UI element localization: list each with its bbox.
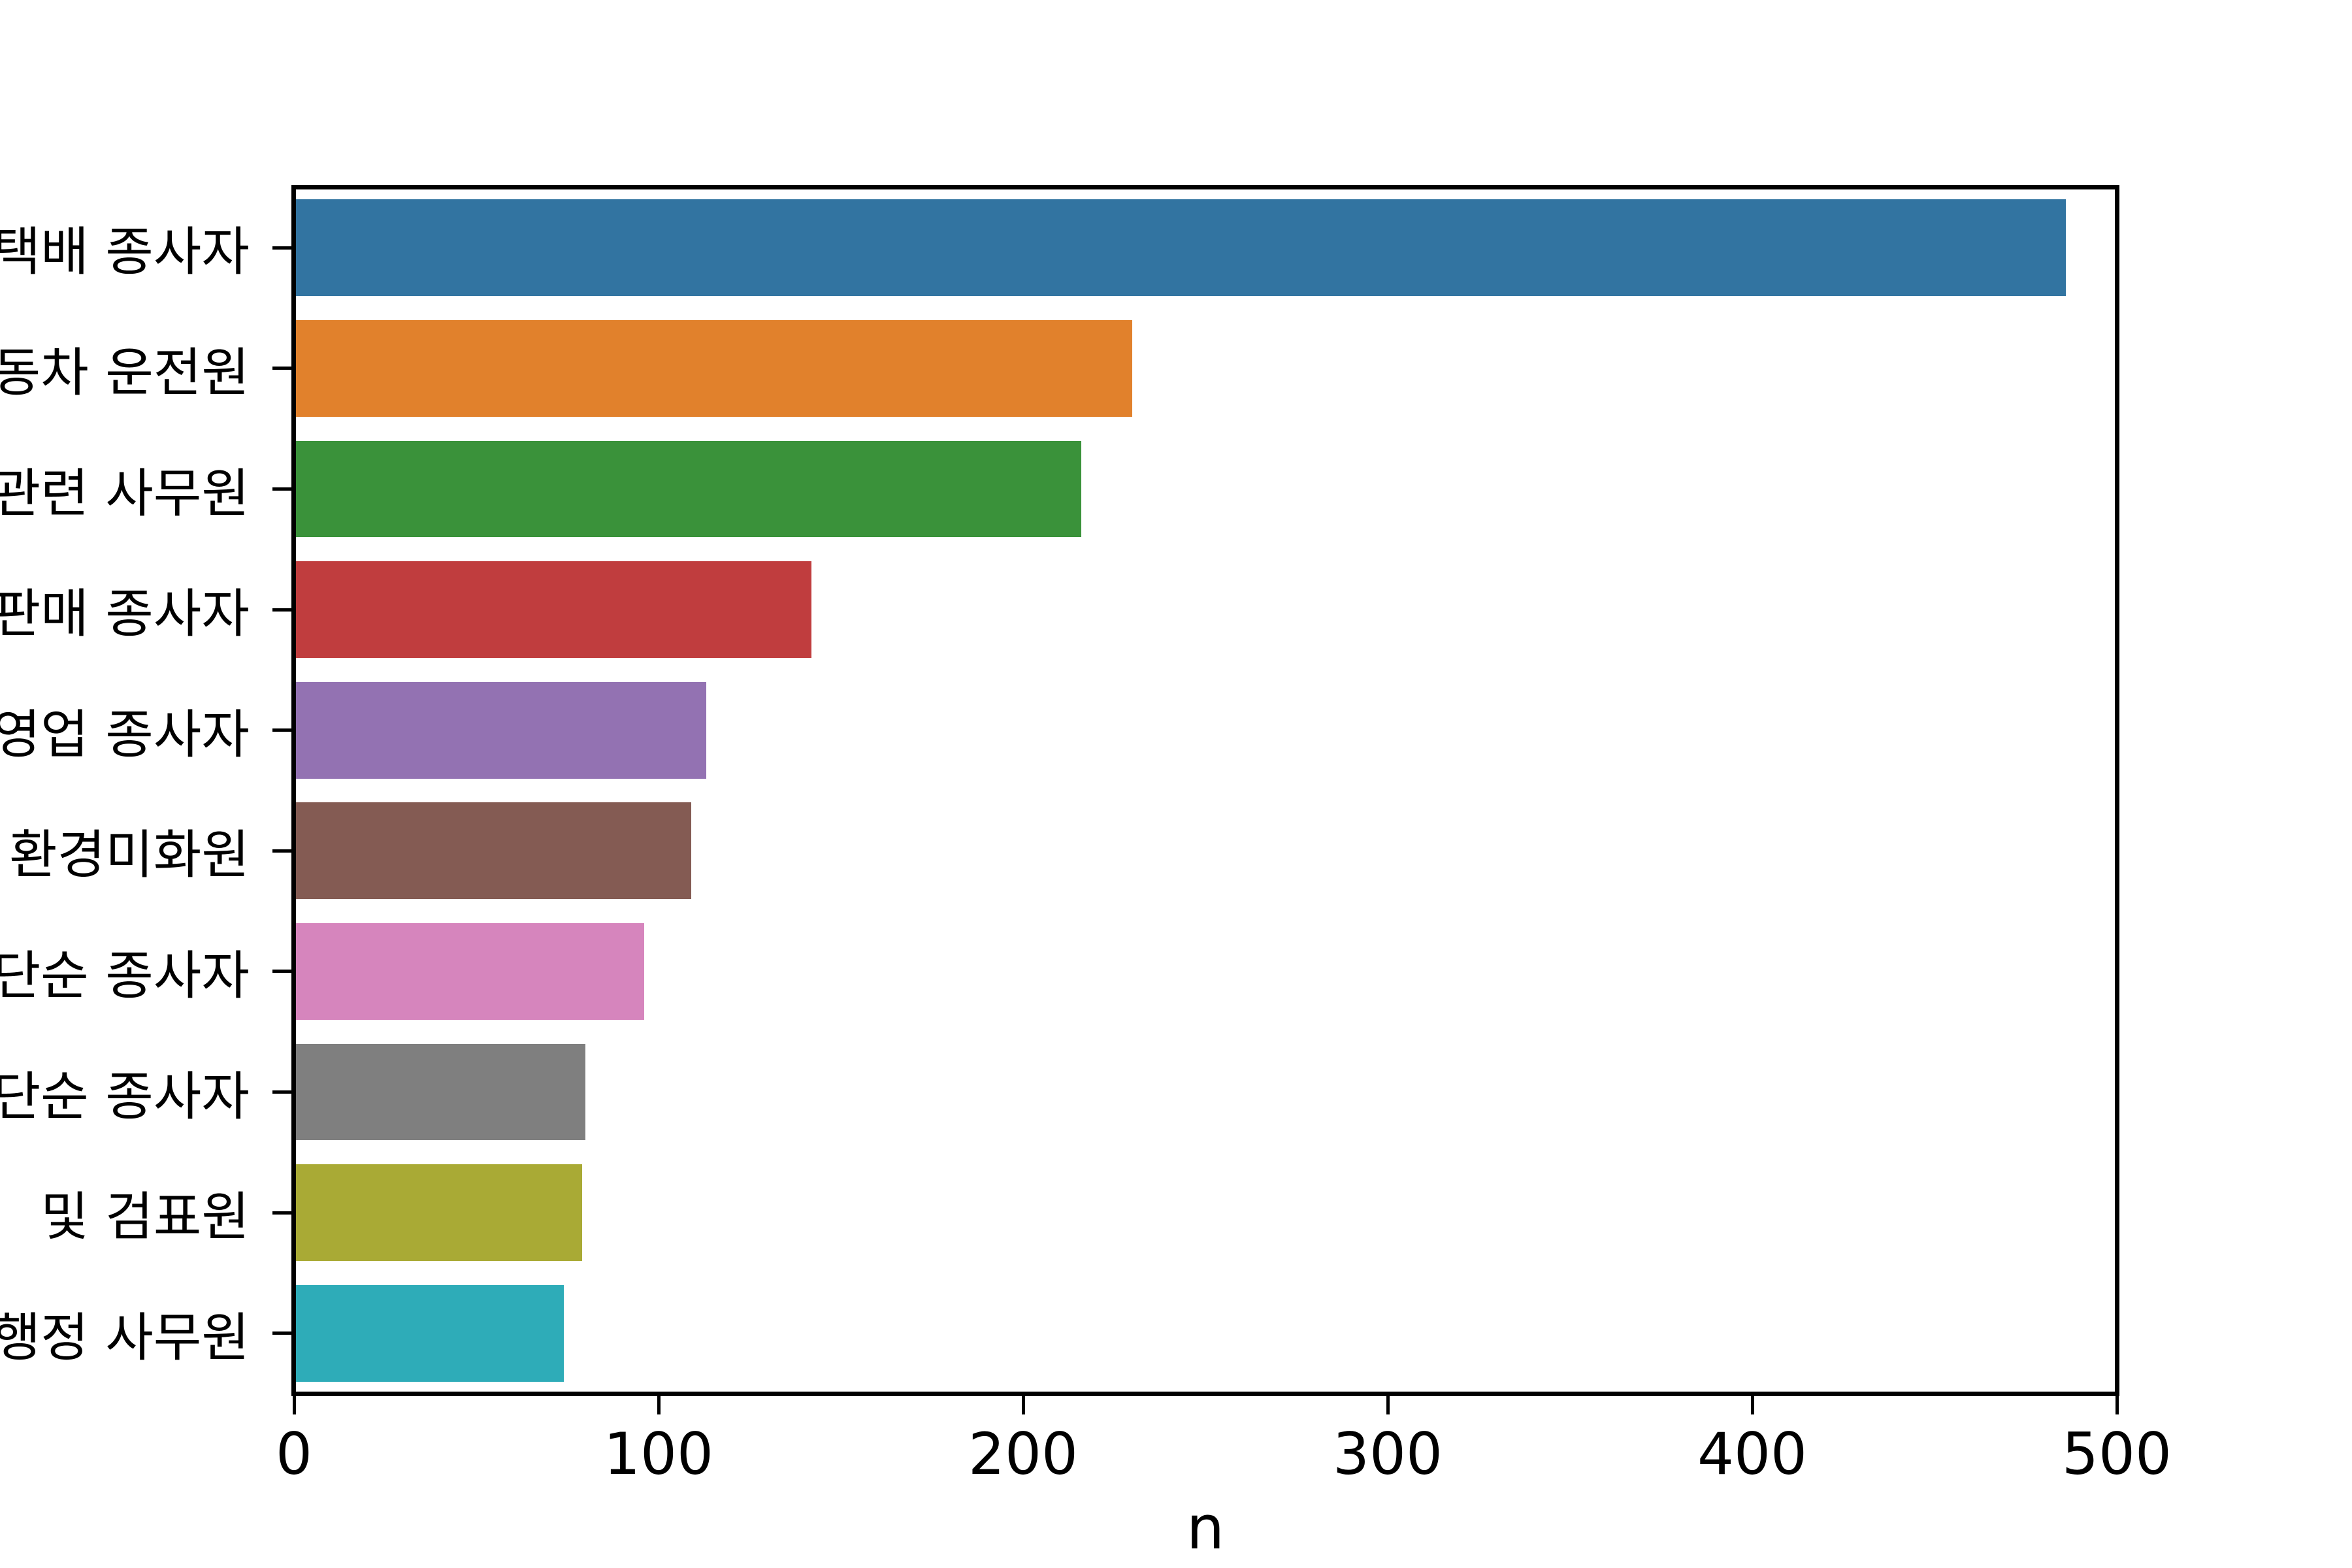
y-tick-label-7: 단순 종사자 — [0, 1066, 250, 1127]
bar-8 — [294, 1164, 582, 1261]
x-tick-mark-4 — [1750, 1396, 1754, 1414]
bar-9 — [294, 1284, 564, 1382]
y-tick-mark-5 — [272, 849, 291, 853]
x-tick-label-3: 300 — [1333, 1420, 1443, 1488]
bar-0 — [294, 199, 2066, 297]
y-tick-mark-6 — [272, 970, 291, 973]
bar-3 — [294, 561, 812, 658]
axes-frame — [291, 185, 2119, 1396]
bar-4 — [294, 681, 706, 779]
y-tick-label-9: 행정 사무원 — [0, 1307, 250, 1368]
x-tick-mark-2 — [1021, 1396, 1025, 1414]
x-tick-label-1: 100 — [604, 1420, 713, 1488]
bar-5 — [294, 802, 692, 900]
y-tick-mark-2 — [272, 487, 291, 491]
y-tick-mark-7 — [272, 1090, 291, 1094]
x-tick-mark-5 — [2115, 1396, 2119, 1414]
y-tick-label-6: 단순 종사자 — [0, 945, 250, 1006]
y-tick-label-3: 판매 종사자 — [0, 583, 250, 645]
plot-area — [294, 188, 2117, 1394]
y-tick-mark-4 — [272, 728, 291, 732]
y-tick-mark-0 — [272, 246, 291, 250]
x-axis-label: n — [1186, 1493, 1225, 1563]
y-tick-label-1: 동차 운전원 — [0, 342, 250, 403]
y-tick-label-2: 관련 사무원 — [0, 463, 250, 524]
y-tick-mark-3 — [272, 608, 291, 612]
y-tick-mark-8 — [272, 1211, 291, 1215]
bar-7 — [294, 1043, 586, 1141]
x-tick-label-2: 200 — [968, 1420, 1078, 1488]
y-tick-label-8: 및 검표원 — [41, 1186, 250, 1248]
y-tick-mark-9 — [272, 1331, 291, 1335]
x-tick-mark-1 — [657, 1396, 661, 1414]
x-tick-label-5: 500 — [2062, 1420, 2172, 1488]
y-tick-label-5: 환경미화원 — [9, 825, 250, 886]
bar-6 — [294, 923, 644, 1020]
y-tick-label-4: 영업 종사자 — [0, 704, 250, 765]
bar-1 — [294, 320, 1133, 417]
x-tick-label-4: 400 — [1697, 1420, 1807, 1488]
y-tick-mark-1 — [272, 367, 291, 370]
x-tick-mark-3 — [1386, 1396, 1390, 1414]
x-tick-label-0: 0 — [276, 1420, 312, 1488]
bar-2 — [294, 440, 1082, 538]
x-tick-mark-0 — [292, 1396, 296, 1414]
y-tick-label-0: 택배 종사자 — [0, 221, 250, 283]
